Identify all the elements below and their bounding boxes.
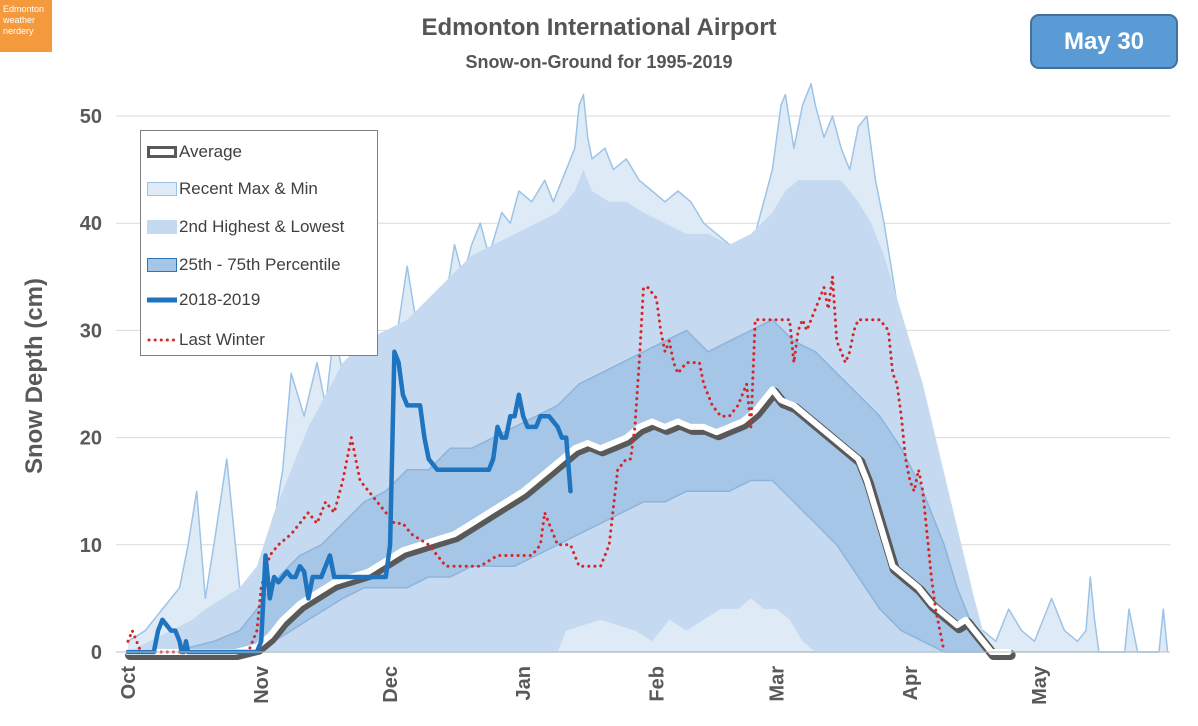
x-tick-label-dec: Dec	[380, 666, 402, 703]
legend-item-last-winter: Last Winter	[147, 328, 265, 352]
legend-item-second: 2nd Highest & Lowest	[147, 215, 344, 239]
last-winter-line	[126, 275, 946, 654]
y-tick-label: 0	[91, 642, 102, 664]
x-tick-label-feb: Feb	[646, 666, 668, 702]
x-tick-label-jan: Jan	[513, 666, 535, 700]
x-tick-label-may: May	[1029, 665, 1051, 705]
legend-item-season: 2018-2019	[147, 288, 260, 312]
legend-label-recent-max-min: Recent Max & Min	[179, 179, 318, 198]
legend-label-last-winter: Last Winter	[179, 330, 265, 349]
legend: Average Recent Max & Min 2nd Highest & L…	[140, 130, 378, 356]
logo-line-3: nerdery	[3, 26, 34, 36]
average-line	[125, 386, 1012, 655]
y-tick-label: 50	[80, 106, 102, 128]
legend-swatch-season	[147, 297, 177, 303]
legend-label-season: 2018-2019	[179, 290, 261, 309]
y-tick-label: 20	[80, 428, 102, 450]
legend-label-second: 2nd Highest & Lowest	[179, 217, 345, 236]
chart-title: Edmonton International Airport	[421, 14, 777, 41]
chart-subtitle: Snow-on-Ground for 1995-2019	[465, 52, 733, 72]
legend-label-iqr: 25th - 75th Percentile	[179, 255, 341, 274]
legend-item-iqr: 25th - 75th Percentile	[147, 253, 341, 277]
current-date-badge: May 30	[1030, 14, 1178, 69]
series-lines	[125, 275, 1016, 660]
legend-swatch-recent-max-min	[147, 182, 177, 196]
legend-swatch-second	[147, 220, 177, 234]
logo-line-2: weather	[3, 15, 36, 25]
x-tick-label-mar: Mar	[767, 666, 789, 702]
axes: 0 10 20 30 40 50 Oct Nov Dec Jan Feb Mar Apr May	[80, 106, 1170, 705]
band-upper-edge	[128, 318, 988, 653]
legend-swatch-iqr	[147, 258, 177, 272]
legend-swatch-average	[147, 146, 177, 158]
legend-label-average: Average	[179, 142, 243, 161]
logo-line-1: Edmonton	[3, 4, 45, 14]
season-2018-2019-line	[125, 349, 573, 655]
x-tick-label-oct: Oct	[118, 666, 140, 700]
x-tick-label-nov: Nov	[251, 665, 273, 704]
y-tick-label: 10	[80, 535, 102, 557]
y-tick-label: 40	[80, 213, 102, 235]
legend-swatch-last-winter	[147, 338, 177, 342]
y-tick-label: 30	[80, 320, 102, 342]
legend-item-recent-max-min: Recent Max & Min	[147, 177, 318, 201]
edmonton-weather-nerdery-logo: Edmonton weather nerdery	[0, 0, 52, 52]
y-axis-label: Snow Depth (cm)	[21, 278, 48, 474]
band-lower-edge	[128, 479, 988, 653]
x-tick-label-apr: Apr	[900, 666, 922, 701]
legend-item-average: Average	[147, 140, 242, 164]
